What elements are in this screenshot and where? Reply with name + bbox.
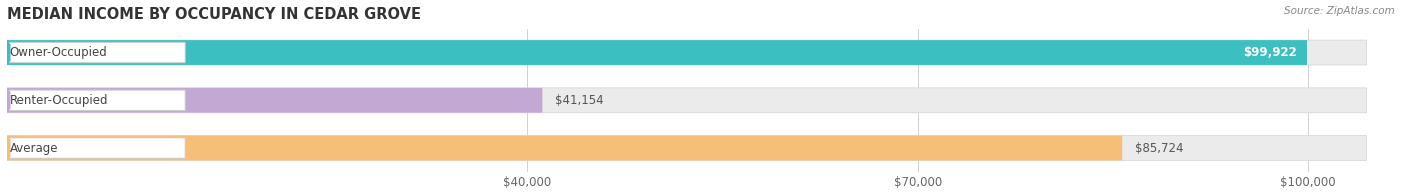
Text: Owner-Occupied: Owner-Occupied: [10, 46, 107, 59]
FancyBboxPatch shape: [10, 42, 186, 63]
FancyBboxPatch shape: [10, 90, 186, 111]
FancyBboxPatch shape: [7, 136, 1367, 161]
Text: $85,724: $85,724: [1135, 142, 1184, 154]
Text: Renter-Occupied: Renter-Occupied: [10, 94, 108, 107]
FancyBboxPatch shape: [7, 40, 1367, 65]
Text: $41,154: $41,154: [555, 94, 605, 107]
FancyBboxPatch shape: [7, 88, 1367, 113]
FancyBboxPatch shape: [7, 40, 1308, 65]
Text: Source: ZipAtlas.com: Source: ZipAtlas.com: [1284, 6, 1395, 16]
FancyBboxPatch shape: [10, 138, 186, 158]
Text: $99,922: $99,922: [1243, 46, 1296, 59]
Text: Average: Average: [10, 142, 58, 154]
FancyBboxPatch shape: [7, 88, 543, 113]
Text: MEDIAN INCOME BY OCCUPANCY IN CEDAR GROVE: MEDIAN INCOME BY OCCUPANCY IN CEDAR GROV…: [7, 7, 420, 22]
FancyBboxPatch shape: [7, 136, 1122, 161]
